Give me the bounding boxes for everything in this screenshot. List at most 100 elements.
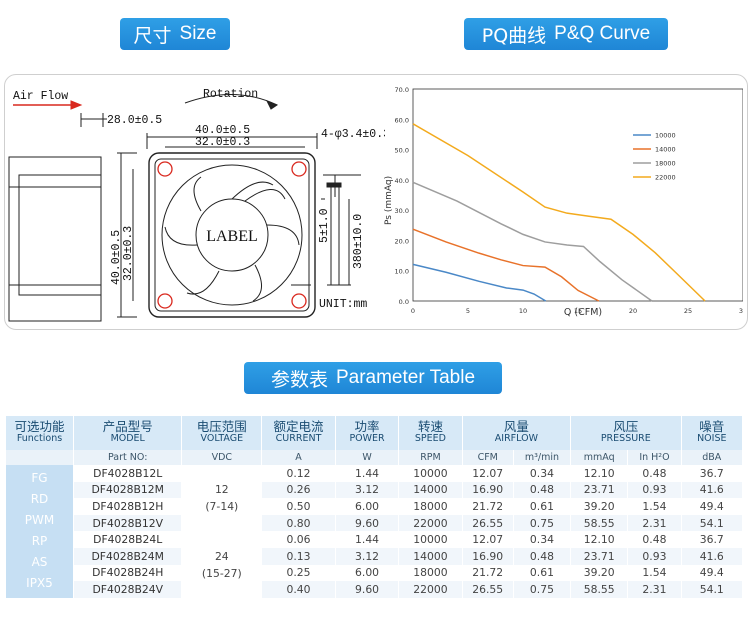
depth-dim: 28.0±0.5 [107,114,162,127]
col-current: 额定电流 CURRENT [261,416,336,450]
plot-frame [412,88,743,302]
col-voltage: 电压范围 VOLTAGE [181,416,263,450]
value-cell: 0.48 [627,531,682,548]
x-tick-label: 5 [466,307,470,315]
value-cell: 3.12 [335,481,400,499]
table-row: DF4028B24V 0.40 9.60 22000 26.55 0.75 58.55 2.3… [6,581,744,598]
value-cell: 6.00 [335,498,400,515]
y-tick-label: 10.0 [395,268,409,276]
col-functions: 可选功能 Functions [6,416,74,450]
value-cell: 12.07 [462,465,514,482]
drawing-panel: Air Flow Rotation 28.0±0.5 40.0±0.5 32.0… [4,74,748,330]
unit-a: A [261,450,336,465]
value-cell: 0.34 [513,531,572,548]
value-cell: 12.10 [570,531,629,548]
voltage-value: 12 [214,483,229,497]
unit-m3min: m³/min [513,450,572,465]
legend-label: 22000 [655,174,676,182]
width-hole-dim: 32.0±0.3 [195,136,250,149]
fan-opening [161,164,303,306]
value-cell: 23.71 [570,547,629,565]
y-tick-label: 70.0 [395,86,409,94]
height-hole-dim: 32.0±0.3 [122,226,135,281]
model-cell: DF4028B12M [73,481,183,499]
legend-label: 18000 [655,160,676,168]
value-cell: 21.72 [462,498,514,515]
mount-hole-br [291,293,307,309]
x-tick-label: 20 [629,307,637,315]
lead2-dim: 380±10.0 [352,214,365,269]
value-cell: 1.54 [627,498,682,515]
unit-w: W [335,450,400,465]
table-row: DF4028B24L 24 (15-27) 0.06 1.44 10000 12.07 0.3… [6,531,744,598]
model-cell: DF4028B24V [73,581,183,598]
series-line-14000 [412,228,600,302]
rotation-label: Rotation [203,88,258,101]
parameter-table: 可选功能 Functions 产品型号 MODEL 电压范围 VOLTAGE 额定电流… [6,416,744,598]
holes-dim: 4-φ3.4±0.3 [321,128,385,141]
value-cell: 58.55 [570,581,629,598]
voltage-cell: 12 (7-14) [181,465,263,532]
function-item: AS [31,555,48,570]
table-row: DF4028B24M 0.13 3.12 14000 16.90 0.48 23.71 0.9… [6,547,744,565]
col-power: 功率 POWER [335,416,400,450]
value-cell: 39.20 [570,564,629,582]
value-cell: 18000 [398,564,463,582]
value-cell: 10000 [398,531,463,548]
size-header-cn: 尺寸 [133,24,172,47]
height-outer-dim: 40.0±0.5 [110,230,123,285]
value-cell: 16.90 [462,481,514,499]
value-cell: 9.60 [335,581,400,598]
value-cell: 0.34 [513,465,572,482]
params-header: 参数表 Parameter Table [244,362,502,394]
y-tick-label: 20.0 [395,237,409,245]
value-cell: 41.6 [681,481,744,499]
airflow-arrowhead [70,100,83,110]
col-noise: 噪音 NOISE [681,416,744,450]
value-cell: 0.12 [261,465,336,482]
value-cell: 0.61 [513,498,572,515]
y-tick-label: 30.0 [395,207,409,215]
voltage-cell: 24 (15-27) [181,531,263,598]
y-tick-label: 40.0 [395,177,409,185]
fan-blades [164,176,300,302]
value-cell: 58.55 [570,514,629,532]
value-cell: 1.44 [335,465,400,482]
table-header-row: 可选功能 Functions 产品型号 MODEL 电压范围 VOLTAGE 额定电流… [6,416,744,450]
fan-side-view [8,156,102,322]
value-cell: 0.80 [261,514,336,532]
y-axis-label: Ps (mmAq) [384,176,394,225]
unit-mmaq: mmAq [570,450,629,465]
pq-header: PQ曲线 P&Q Curve [464,18,668,50]
x-tick-label: 25 [684,307,692,315]
table-row: DF4028B24H 0.25 6.00 18000 21.72 0.61 39.20 1.5… [6,564,744,582]
series-line-10000 [412,263,547,302]
params-header-cn: 参数表 [270,368,328,391]
value-cell: 2.31 [627,581,682,598]
pq-header-en: P&Q Curve [554,23,651,44]
col-model: 产品型号 MODEL [73,416,183,450]
table-row: DF4028B12H 0.50 6.00 18000 21.72 0.61 39.20 1.5… [6,498,744,515]
unit-cfm: CFM [462,450,514,465]
value-cell: 0.13 [261,547,336,565]
unit-vdc: VDC [181,450,263,465]
pq-chart: 0.0 10.0 20.0 30.0 40.0 50.0 60.0 70.0 0 5 10 15 20… [384,86,743,318]
x-tick-label: 15 [574,307,582,315]
value-cell: 26.55 [462,514,514,532]
legend-label: 10000 [655,132,676,140]
value-cell: 23.71 [570,481,629,499]
value-cell: 16.90 [462,547,514,565]
unit-partno: Part NO: [73,450,183,465]
air-flow-label: Air Flow [13,90,68,103]
model-cell: DF4028B24H [73,564,183,582]
col-speed: 转速 SPEED [398,416,463,450]
function-item: RD [30,492,49,507]
voltage-range: (15-27) [201,566,242,580]
unit-inh2o: In H²O [627,450,682,465]
dimension-drawing: Air Flow Rotation 28.0±0.5 40.0±0.5 32.0… [8,88,385,322]
value-cell: 22000 [398,581,463,598]
x-tick-label: 0 [411,307,415,315]
value-cell: 0.75 [513,581,572,598]
value-cell: 3.12 [335,547,400,565]
value-cell: 18000 [398,498,463,515]
